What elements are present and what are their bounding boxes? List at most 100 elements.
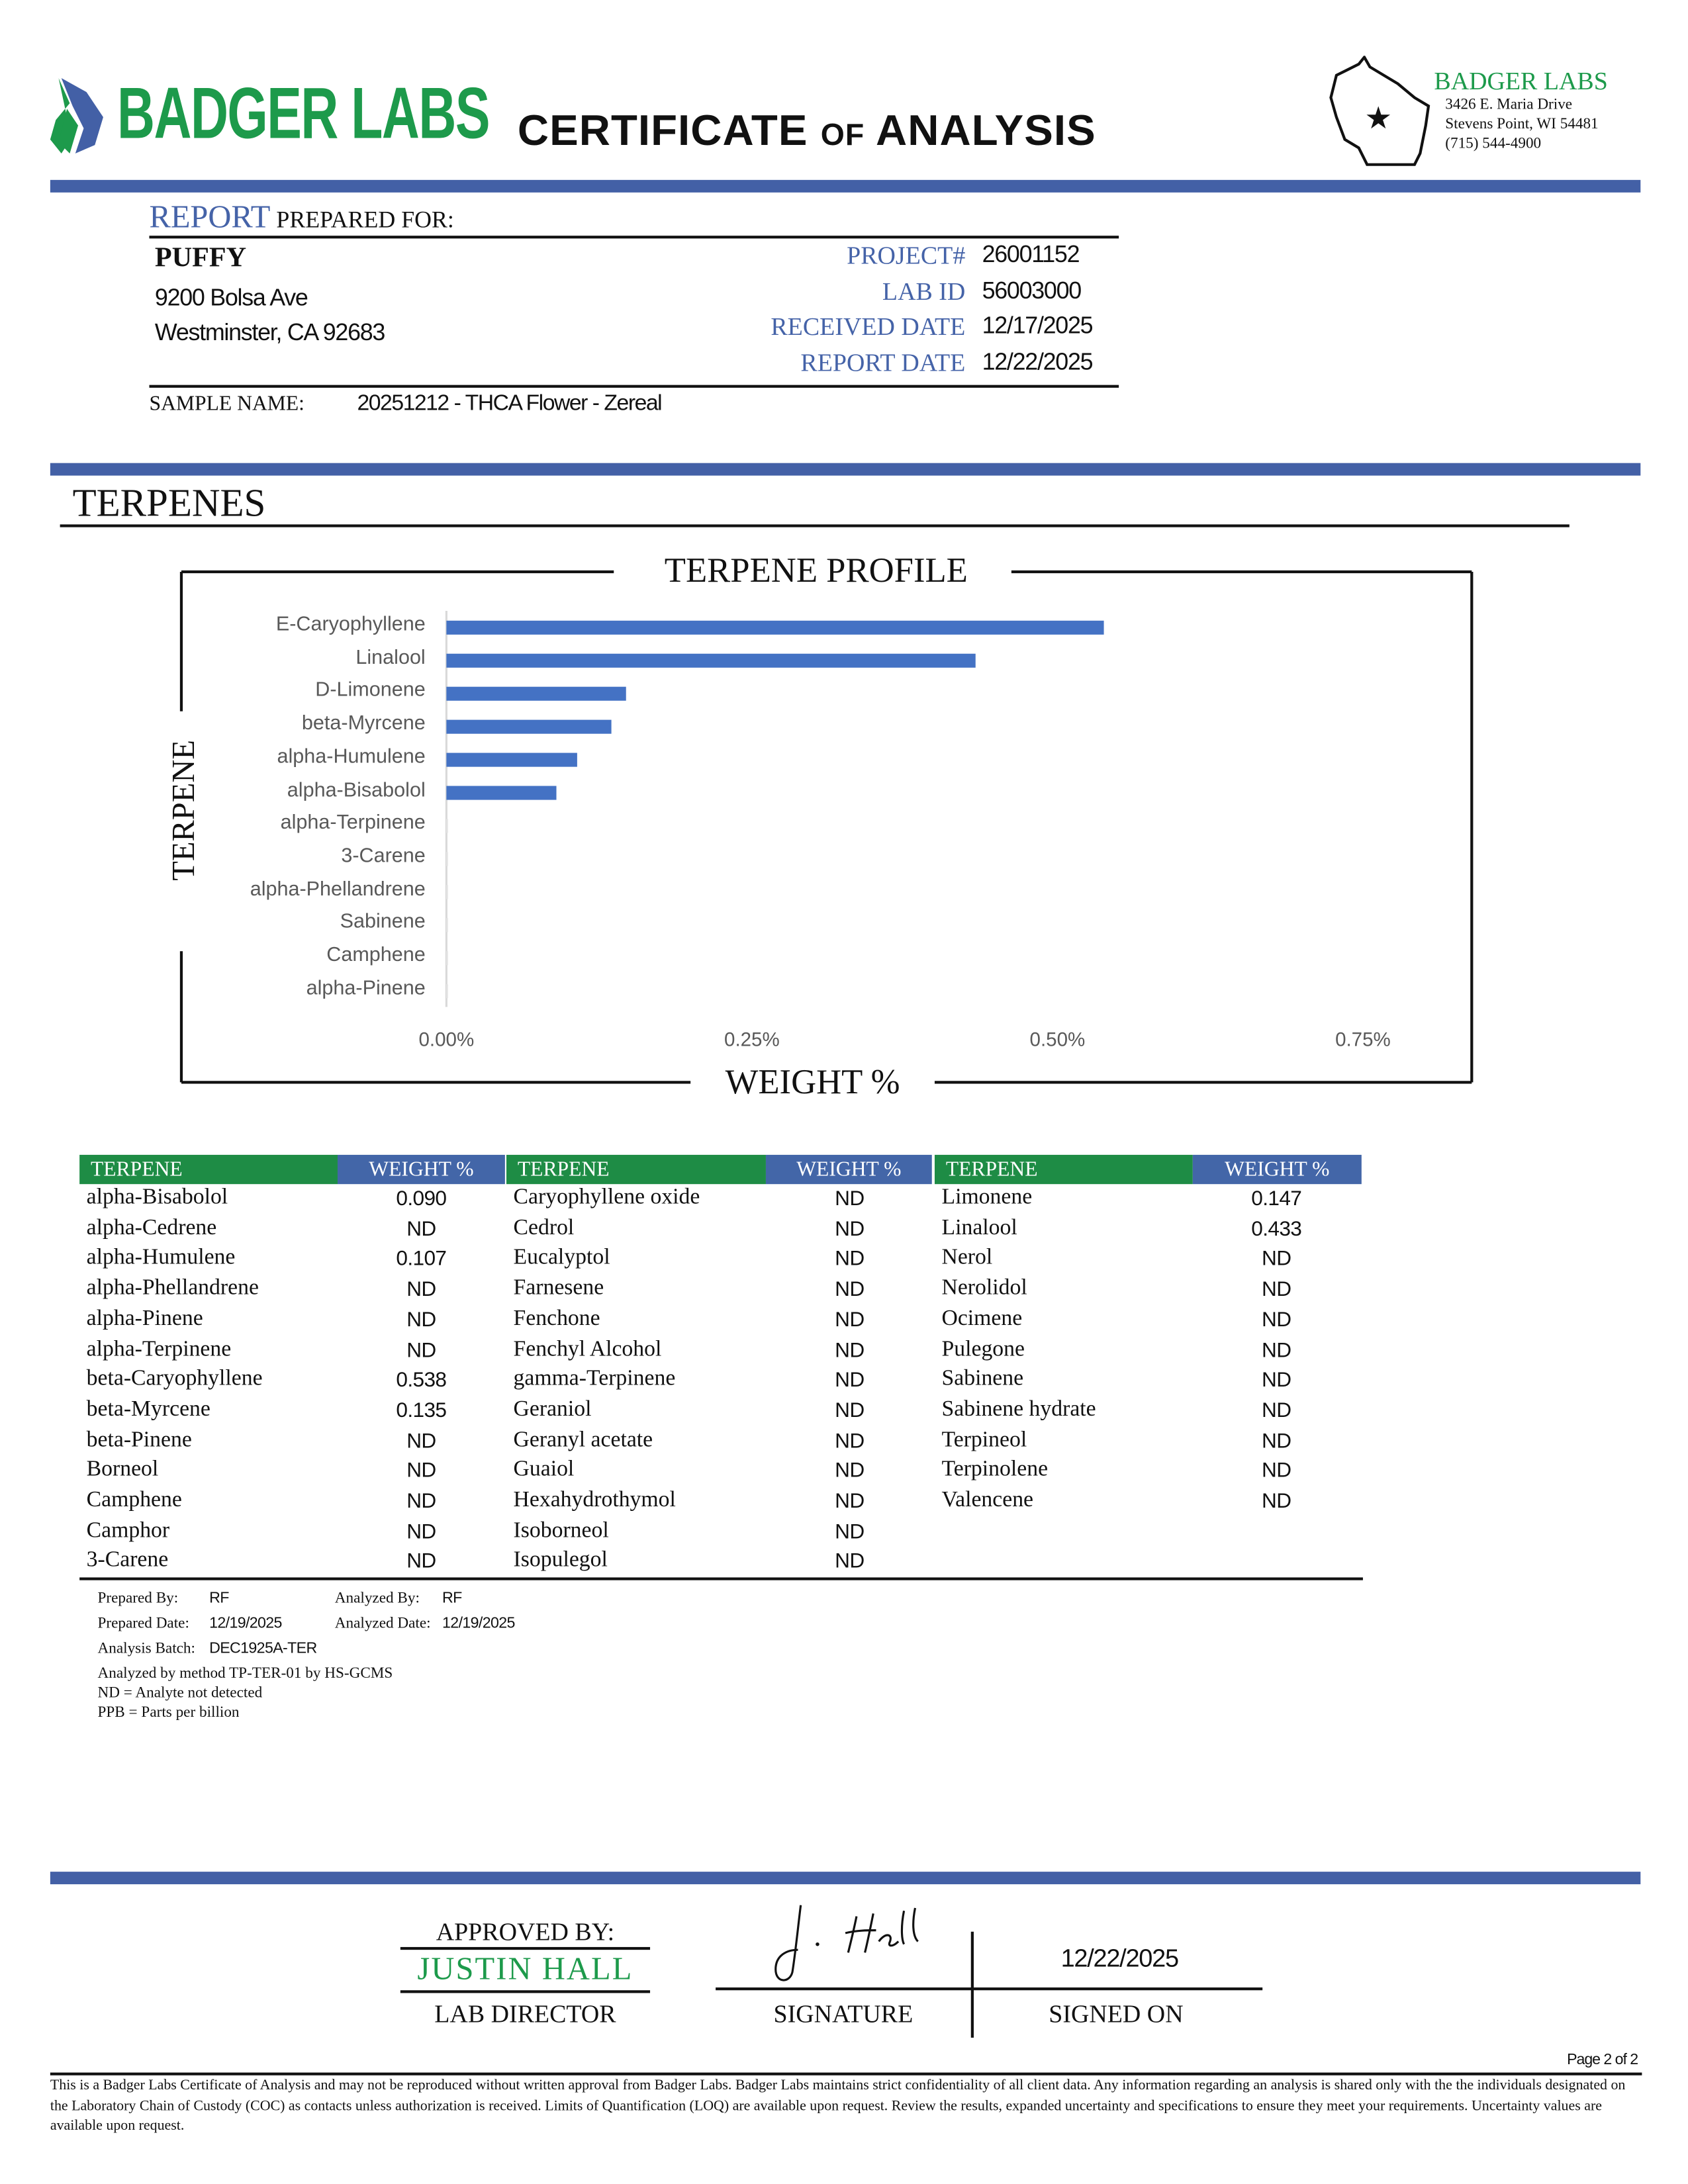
analyzed-by-label: Analyzed By:	[334, 1590, 420, 1607]
chart-category-label: alpha-Terpinene	[280, 811, 426, 835]
analyzed-by: Analyzed By: RF	[334, 1590, 463, 1607]
section-underline	[60, 524, 1570, 527]
footer-disclaimer: This is a Badger Labs Certificate of Ana…	[50, 2078, 1626, 2134]
table-cell-terpene: Sabinene hydrate	[941, 1397, 1096, 1422]
prepared-by-label: Prepared By:	[97, 1590, 179, 1607]
analyzed-date-label: Analyzed Date:	[334, 1615, 431, 1632]
approval-divider-bar	[50, 1872, 1641, 1885]
table-cell-weight: ND	[406, 1550, 436, 1574]
analysis-batch-label: Analysis Batch:	[97, 1640, 195, 1657]
table-header-weight: WEIGHT %	[337, 1154, 505, 1185]
table-cell-terpene: Ocimene	[941, 1306, 1023, 1331]
badger-labs-leaf-logo-icon	[50, 78, 103, 154]
table-cell-terpene: Pulegone	[941, 1336, 1025, 1361]
table-cell-terpene: Limonene	[941, 1185, 1033, 1210]
logo-text: BADGER LABS	[117, 73, 490, 155]
chart-bar	[446, 819, 448, 833]
table-cell-weight: 0.090	[396, 1187, 447, 1211]
divider	[149, 385, 1119, 388]
table-cell-weight: ND	[1262, 1308, 1291, 1332]
table-cell-terpene: Guaiol	[513, 1457, 575, 1482]
table-cell-terpene: Nerol	[941, 1246, 993, 1270]
table-cell-weight: ND	[835, 1459, 865, 1483]
nd-note: ND = Analyte not detected	[97, 1684, 263, 1702]
divider	[400, 1946, 651, 1950]
terpene-profile-chart	[179, 570, 1474, 1084]
chart-x-axis-label: WEIGHT %	[725, 1064, 900, 1102]
signature-divider	[970, 1931, 974, 2038]
table-cell-weight: ND	[835, 1550, 865, 1574]
client-address-line1: 9200 Bolsa Ave	[154, 284, 308, 311]
received-date-label: RECEIVED DATE	[771, 312, 966, 341]
analyzed-date-value: 12/19/2025	[442, 1615, 515, 1632]
chart-x-tick-label: 0.75%	[1335, 1028, 1391, 1050]
table-cell-terpene: alpha-Phellandrene	[86, 1276, 259, 1300]
table-cell-terpene: Eucalyptol	[513, 1246, 610, 1270]
table-cell-weight: ND	[406, 1338, 436, 1362]
table-cell-weight: 0.538	[396, 1368, 447, 1392]
prepared-date-label: Prepared Date:	[97, 1615, 189, 1632]
footer-rule	[50, 2072, 1642, 2075]
chart-y-axis-label: TERPENE	[165, 740, 201, 881]
chart-marks	[445, 611, 1104, 1007]
table-cell-terpene: Geranyl acetate	[513, 1428, 653, 1451]
signature-label: SIGNATURE	[773, 2000, 914, 2028]
table-header-weight: WEIGHT %	[765, 1154, 932, 1185]
table-cell-terpene: Isopulegol	[513, 1549, 608, 1572]
approver-title: LAB DIRECTOR	[434, 2000, 616, 2028]
table-cell-weight: ND	[835, 1429, 865, 1453]
table-cell-weight: ND	[1262, 1489, 1291, 1514]
chart-category-label: D-Limonene	[315, 680, 426, 702]
wisconsin-map-icon: ★	[1329, 56, 1430, 166]
signature-line	[716, 1987, 1263, 1991]
table-cell-terpene: Isoborneol	[513, 1518, 609, 1543]
chart-bar	[446, 686, 626, 701]
svg-text:★: ★	[1364, 102, 1392, 136]
table-cell-weight: ND	[835, 1489, 865, 1514]
header-divider-bar	[50, 179, 1641, 193]
chart-frame	[179, 570, 1474, 1084]
chart-bar	[446, 752, 577, 767]
title-word: CERTIFICATE	[517, 106, 808, 155]
table-bottom-rule	[79, 1577, 1363, 1580]
table-cell-weight: ND	[406, 1429, 436, 1453]
table-cell-terpene: Farnesene	[513, 1276, 604, 1300]
table-cell-terpene: Geraniol	[513, 1397, 592, 1422]
prepared-date: Prepared Date: 12/19/2025	[97, 1615, 283, 1632]
report-date-label: REPORT DATE	[800, 348, 966, 377]
table-cell-weight: ND	[406, 1489, 436, 1514]
table-cell-terpene: Camphene	[86, 1488, 182, 1512]
page-number: Page 2 of 2	[1567, 2051, 1638, 2069]
sample-name-value: 20251212 - THCA Flower - Zereal	[357, 392, 662, 416]
chart-bar	[446, 885, 448, 899]
report-heading-rest: PREPARED FOR:	[276, 206, 454, 233]
chart-category-label: 3-Carene	[341, 844, 426, 868]
table-cell-weight: ND	[1262, 1247, 1291, 1271]
chart-category-label: Camphene	[326, 944, 426, 967]
table-header-terpene: TERPENE	[79, 1154, 338, 1185]
table-cell-terpene: Linalool	[941, 1215, 1017, 1240]
table-cell-weight: ND	[406, 1520, 436, 1544]
signed-date: 12/22/2025	[1060, 1944, 1179, 1972]
table-cell-weight: ND	[835, 1398, 865, 1423]
table-cell-weight: ND	[406, 1277, 436, 1302]
chart-category-label: beta-Myrcene	[301, 713, 426, 735]
table-cell-weight: 0.135	[396, 1398, 447, 1423]
approver-name: JUSTIN HALL	[417, 1951, 633, 1986]
table-cell-weight: ND	[835, 1217, 865, 1241]
table-cell-terpene: Hexahydrothymol	[513, 1488, 676, 1512]
signed-on-label: SIGNED ON	[1049, 2000, 1184, 2028]
table-header-weight: WEIGHT %	[1192, 1154, 1362, 1185]
analyzed-by-value: RF	[442, 1590, 462, 1607]
chart-bar	[446, 653, 976, 668]
table-cell-terpene: Terpinolene	[941, 1457, 1049, 1482]
table-cell-terpene: alpha-Humulene	[86, 1246, 236, 1270]
received-date-value: 12/17/2025	[982, 312, 1094, 340]
section-divider-bar	[50, 463, 1641, 476]
lab-name: BADGER LABS	[1434, 67, 1608, 95]
table-cell-terpene: Camphor	[86, 1518, 170, 1543]
chart-category-label: alpha-Bisabolol	[287, 778, 426, 801]
table-cell-weight: ND	[1262, 1277, 1291, 1302]
lab-id-value: 56003000	[982, 277, 1082, 304]
table-cell-weight: ND	[1262, 1338, 1291, 1362]
